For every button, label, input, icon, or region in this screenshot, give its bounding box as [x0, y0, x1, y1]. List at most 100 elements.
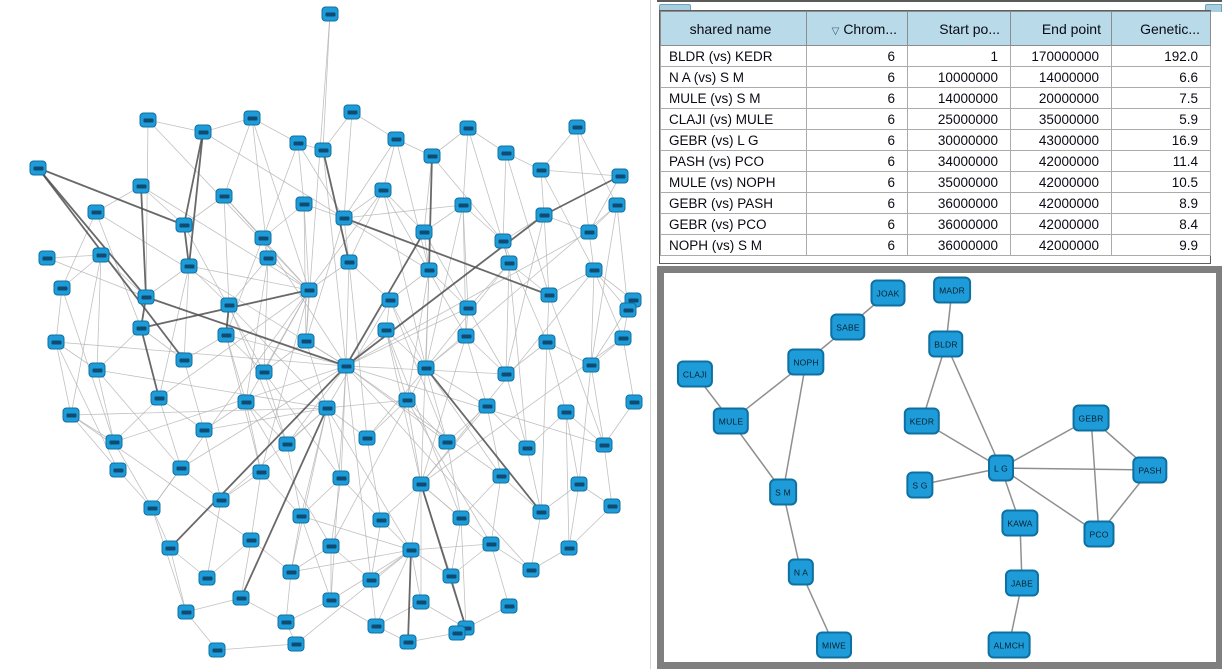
network-node[interactable]: [442, 568, 460, 584]
cell-value[interactable]: 10000000: [907, 66, 1011, 88]
network-node[interactable]: [570, 476, 588, 492]
network-node[interactable]: [314, 142, 332, 158]
table-row[interactable]: NOPH (vs) S M 6 36000000 42000000 9.9: [660, 234, 1211, 256]
cell-value[interactable]: 6: [806, 234, 908, 256]
column-header-end-point[interactable]: End point: [1010, 11, 1112, 46]
network-node[interactable]: [518, 440, 536, 456]
network-node[interactable]: [175, 352, 193, 368]
cell-value[interactable]: 43000000: [1010, 129, 1112, 151]
network-node[interactable]: [143, 500, 161, 516]
network-node[interactable]: [362, 572, 380, 588]
network-node[interactable]: [399, 634, 417, 650]
cell-value[interactable]: 6: [806, 66, 908, 88]
column-header-chromosome[interactable]: ▽ Chrom...: [806, 11, 908, 46]
cell-value[interactable]: 6: [806, 129, 908, 151]
network-node[interactable]: [172, 460, 190, 476]
network-node[interactable]: [137, 289, 155, 305]
table-row[interactable]: CLAJI (vs) MULE 6 25000000 35000000 5.9: [660, 108, 1211, 130]
cell-value[interactable]: 30000000: [907, 129, 1011, 151]
network-node[interactable]: [459, 300, 477, 316]
network-node[interactable]: [300, 282, 318, 298]
network-edge[interactable]: [782, 361, 807, 493]
network-node[interactable]: [254, 230, 272, 246]
cell-value[interactable]: 16.9: [1111, 129, 1211, 151]
network-node[interactable]: [295, 196, 313, 212]
network-node[interactable]: [582, 357, 600, 373]
cell-value[interactable]: 6: [806, 150, 908, 172]
network-node[interactable]: [282, 564, 300, 580]
cell-value[interactable]: 35000000: [1010, 108, 1112, 130]
network-node[interactable]: [289, 135, 307, 151]
cell-shared-name[interactable]: MULE (vs) NOPH: [660, 171, 807, 193]
main-network-panel[interactable]: [0, 0, 650, 669]
network-node[interactable]: [217, 327, 235, 343]
network-node-madr[interactable]: MADR: [933, 276, 971, 304]
network-node[interactable]: [497, 145, 515, 161]
network-node[interactable]: [497, 366, 515, 382]
network-node[interactable]: [180, 258, 198, 274]
network-node[interactable]: [532, 504, 550, 520]
cell-value[interactable]: 42000000: [1010, 192, 1112, 214]
network-node[interactable]: [255, 364, 273, 380]
cell-value[interactable]: 36000000: [907, 213, 1011, 235]
network-node-noph[interactable]: NOPH: [787, 348, 825, 376]
network-node-almch[interactable]: ALMCH: [987, 631, 1031, 659]
cell-value[interactable]: 10.5: [1111, 171, 1211, 193]
cell-value[interactable]: 7.5: [1111, 87, 1211, 109]
network-node[interactable]: [585, 262, 603, 278]
network-node[interactable]: [538, 334, 556, 350]
network-node[interactable]: [53, 280, 71, 296]
network-node[interactable]: [232, 590, 250, 606]
table-row[interactable]: GEBR (vs) PASH 6 36000000 42000000 8.9: [660, 192, 1211, 214]
network-node[interactable]: [198, 570, 216, 586]
network-node-claji[interactable]: CLAJI: [676, 360, 714, 388]
network-node[interactable]: [340, 254, 358, 270]
network-node-pash[interactable]: PASH: [1132, 456, 1168, 484]
network-node[interactable]: [603, 498, 621, 514]
network-node[interactable]: [367, 618, 385, 634]
network-node[interactable]: [423, 148, 441, 164]
network-node[interactable]: [318, 400, 336, 416]
network-node[interactable]: [448, 625, 466, 641]
column-header-start-point[interactable]: Start po...: [907, 11, 1011, 46]
network-node[interactable]: [132, 178, 150, 194]
network-node[interactable]: [194, 124, 212, 140]
network-node-bldr[interactable]: BLDR: [928, 330, 964, 358]
network-node[interactable]: [494, 233, 512, 249]
network-node[interactable]: [87, 204, 105, 220]
column-header-shared-name[interactable]: shared name: [660, 11, 807, 46]
sub-network-canvas[interactable]: JOAK SABE NOPH CLAJI MULE S M N A MIWE MADR BLDR K…: [664, 273, 1216, 662]
network-node[interactable]: [92, 247, 110, 263]
network-node[interactable]: [252, 464, 270, 480]
network-node[interactable]: [608, 197, 626, 213]
network-node[interactable]: [321, 6, 339, 22]
cell-value[interactable]: 6: [806, 192, 908, 214]
network-node-pco[interactable]: PCO: [1083, 520, 1115, 548]
cell-value[interactable]: 42000000: [1010, 234, 1112, 256]
network-node[interactable]: [150, 390, 168, 406]
network-node[interactable]: [459, 120, 477, 136]
network-node[interactable]: [540, 287, 558, 303]
cell-value[interactable]: 20000000: [1010, 87, 1112, 109]
cell-value[interactable]: 192.0: [1111, 45, 1211, 67]
cell-value[interactable]: 35000000: [907, 171, 1011, 193]
cell-value[interactable]: 36000000: [907, 234, 1011, 256]
network-node[interactable]: [611, 168, 629, 184]
network-node[interactable]: [568, 119, 586, 135]
network-node[interactable]: [580, 224, 598, 240]
cell-value[interactable]: 8.4: [1111, 213, 1211, 235]
network-node[interactable]: [322, 592, 340, 608]
network-node[interactable]: [243, 110, 261, 126]
cell-value[interactable]: 5.9: [1111, 108, 1211, 130]
network-node[interactable]: [500, 255, 518, 271]
cell-value[interactable]: 11.4: [1111, 150, 1211, 172]
network-node[interactable]: [522, 562, 540, 578]
cell-shared-name[interactable]: GEBR (vs) PASH: [660, 192, 807, 214]
network-node[interactable]: [374, 182, 392, 198]
network-edge[interactable]: [1090, 417, 1100, 535]
cell-shared-name[interactable]: NOPH (vs) S M: [660, 234, 807, 256]
cell-shared-name[interactable]: BLDR (vs) KEDR: [660, 45, 807, 67]
cell-value[interactable]: 42000000: [1010, 171, 1112, 193]
network-node[interactable]: [595, 437, 613, 453]
cell-shared-name[interactable]: CLAJI (vs) MULE: [660, 108, 807, 130]
